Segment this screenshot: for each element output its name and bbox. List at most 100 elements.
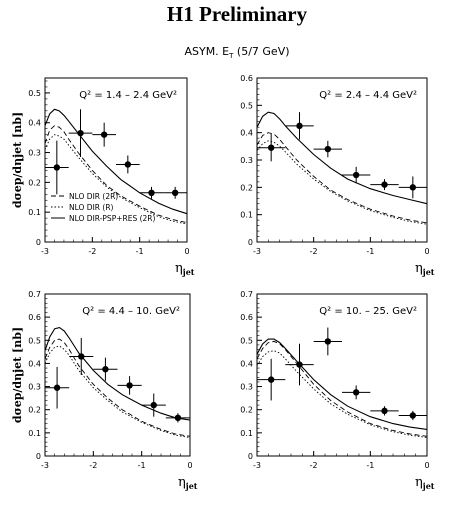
x-axis-label-main: η <box>175 261 183 276</box>
y-tick-label: 0 <box>248 452 253 461</box>
data-point <box>171 189 179 196</box>
y-tick-label: 0.4 <box>240 129 253 138</box>
y-axis-label: dσep/dηjet [nb] <box>11 112 24 208</box>
x-tick-label: -1 <box>138 461 146 470</box>
chart-panel-1: 0 0.1 0.2 0.3 0.4 0.5 -3 -2 -1 0 Q² = 1.4 – 2.4 Ge… <box>11 77 195 277</box>
y-tick-label: 0.2 <box>28 406 41 415</box>
chart-panel-2: 0 0.1 0.2 0.3 0.4 0.5 0.6 -3 -2 -1 0 Q² = 2.4 – 4.4… <box>240 74 435 277</box>
x-axis-label-sub: jet <box>185 481 198 491</box>
x-axis-label-main: η <box>178 475 186 490</box>
data-point <box>77 129 84 137</box>
x-axis-label-sub: jet <box>182 267 195 277</box>
panel-q2-label: Q² = 2.4 – 4.4 GeV² <box>319 90 417 101</box>
series-line-dotted <box>44 345 191 438</box>
series-line-dashed <box>44 338 191 437</box>
chart-panel-3: 0 0.1 0.2 0.3 0.4 0.5 0.6 0.7 -3 -2 -1 0 Q² = 4.4 – … <box>11 290 198 491</box>
x-axis-label: ηjet <box>415 475 435 491</box>
page-title: H1 Preliminary <box>166 2 308 26</box>
y-tick-label: 0.4 <box>28 359 41 368</box>
plot-frame <box>44 293 191 457</box>
subtitle-rest: (5/7 GeV) <box>233 45 290 58</box>
x-tick-label: -2 <box>310 247 318 256</box>
data-point <box>174 414 182 422</box>
data-point <box>126 382 133 389</box>
data-point <box>409 184 417 191</box>
y-axis-label: dσep/dηjet [nb] <box>11 327 24 423</box>
data-point <box>296 361 303 368</box>
y-tick-label: 0.1 <box>28 429 41 438</box>
data-point <box>409 412 417 419</box>
x-tick-label: 0 <box>424 247 429 256</box>
data-point <box>324 145 332 153</box>
y-tick-label: 0.3 <box>28 149 41 158</box>
y-tick-label: 0.5 <box>240 336 253 345</box>
x-tick-label: 0 <box>187 461 192 470</box>
y-tick-label: 0.5 <box>240 101 253 110</box>
y-tick-label: 0.3 <box>240 383 253 392</box>
x-tick-label: -2 <box>310 461 318 470</box>
series-line-dotted <box>256 350 428 438</box>
data-point <box>102 366 109 373</box>
x-tick-label: -1 <box>366 247 374 256</box>
legend: NLO DIR (2R) NLO DIR (R) NLO DIR-PSP+RES (… <box>51 192 156 223</box>
data-point <box>352 171 360 179</box>
series-line-solid <box>256 338 428 430</box>
y-tick-label: 0.7 <box>28 290 41 299</box>
x-axis-label: ηjet <box>175 261 195 277</box>
legend-entry-label: NLO DIR (2R) <box>69 192 118 201</box>
y-tick-label: 0.3 <box>28 383 41 392</box>
data-point <box>381 181 388 188</box>
x-tick-label: 0 <box>424 461 429 470</box>
data-point <box>381 407 388 415</box>
y-tick-label: 0.6 <box>28 313 41 322</box>
y-tick-label: 0 <box>36 238 41 247</box>
panel-q2-label: Q² = 10. – 25. GeV² <box>319 306 417 317</box>
data-point <box>352 389 360 396</box>
x-tick-label: -3 <box>253 247 261 256</box>
x-axis-label-sub: jet <box>422 481 435 491</box>
series-line-dotted <box>256 140 428 225</box>
y-tick-label: 0.5 <box>28 336 41 345</box>
x-axis-label-sub: jet <box>422 267 435 277</box>
series-line-solid <box>256 111 428 205</box>
data-point <box>150 401 157 409</box>
series-line-dashed <box>256 340 428 437</box>
x-axis-label-main: η <box>415 261 423 276</box>
series-line-solid <box>44 327 191 421</box>
x-tick-label: -1 <box>366 461 374 470</box>
x-tick-label: -1 <box>136 247 144 256</box>
plot-frame <box>44 77 188 243</box>
subtitle-sub: T <box>229 52 234 61</box>
x-tick-label: -2 <box>89 461 97 470</box>
data-point <box>267 376 275 383</box>
data-point <box>78 353 85 360</box>
data-point <box>296 122 303 130</box>
series-line-dashed <box>44 125 188 224</box>
y-tick-label: 0.2 <box>240 183 253 192</box>
data-point <box>148 189 155 196</box>
plot-frame <box>256 77 428 243</box>
data-point <box>267 144 275 151</box>
data-point <box>324 338 332 345</box>
chart-panel-4: 0 0.1 0.2 0.3 0.4 0.5 0.6 0.7 -3 -2 -1 0 Q² = 10. – … <box>240 290 435 491</box>
data-point <box>53 384 61 391</box>
y-tick-label: 0.1 <box>240 211 253 220</box>
y-tick-label: 0.7 <box>240 290 253 299</box>
y-tick-label: 0.4 <box>240 359 253 368</box>
y-tick-label: 0.5 <box>28 89 41 98</box>
data-point <box>100 131 108 138</box>
legend-entry-label: NLO DIR-PSP+RES (2R) <box>69 214 156 223</box>
y-tick-label: 0.6 <box>240 74 253 83</box>
plot-frame <box>256 293 428 457</box>
series-line-solid <box>44 108 188 215</box>
x-axis-label: ηjet <box>178 475 198 491</box>
subtitle-main: ASYM. E <box>184 45 230 58</box>
series-line-dotted <box>44 134 188 225</box>
y-tick-label: 0.6 <box>240 313 253 322</box>
y-tick-label: 0.1 <box>240 429 253 438</box>
legend-entry-label: NLO DIR (R) <box>69 203 114 212</box>
x-axis-label: ηjet <box>415 261 435 277</box>
x-tick-label: 0 <box>184 247 189 256</box>
y-tick-label: 0.3 <box>240 156 253 165</box>
